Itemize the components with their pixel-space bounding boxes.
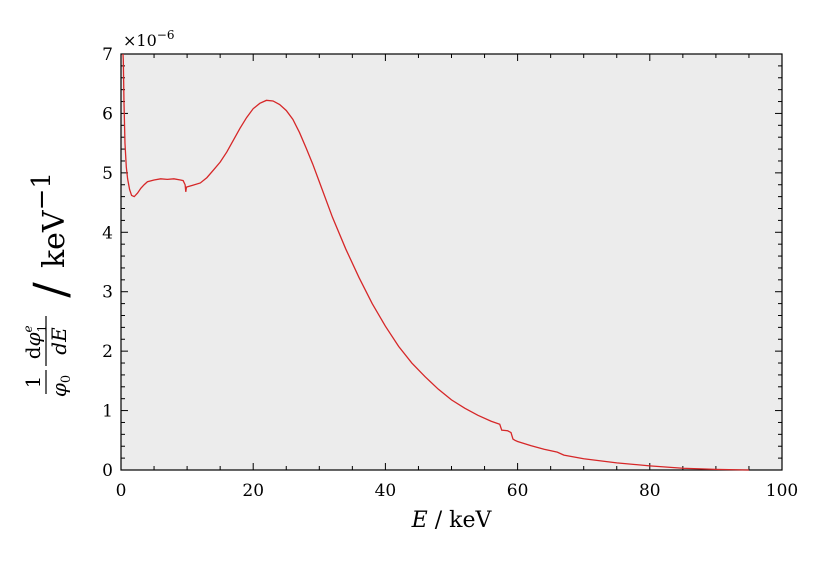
y-label-prefactor-den: φ0: [47, 375, 74, 397]
y-label-sep: /: [23, 282, 77, 298]
x-axis-sep: /: [428, 508, 449, 533]
y-label-coef: 1: [21, 376, 45, 389]
y-tick-label: 2: [102, 342, 113, 362]
x-tick-label: 40: [375, 481, 397, 501]
x-tick-label: 80: [639, 481, 661, 501]
x-axis-label: E / keV: [411, 508, 493, 533]
y-tick-label: 6: [102, 104, 113, 124]
y-tick-label: 0: [102, 461, 113, 481]
y-label-num-d: d: [21, 346, 45, 359]
tick-marks: [120, 53, 783, 471]
y-label-unit-sup: −1: [27, 172, 57, 210]
y-label-num-sup: e: [21, 325, 35, 332]
x-tick-label: 0: [116, 481, 127, 501]
y-multiplier: ×10−6: [123, 28, 174, 50]
y-axis-label: 1 φ0 dφe1 dE / keV−1: [21, 172, 77, 397]
y-label-num-sub: 1: [35, 325, 49, 333]
y-multiplier-exp: −6: [157, 28, 175, 42]
series-line: [122, 53, 749, 471]
y-label-phi0-sub: 0: [59, 375, 74, 383]
y-tick-label: 7: [102, 45, 113, 65]
y-multiplier-base: ×10: [123, 31, 157, 50]
y-tick-label: 4: [102, 223, 113, 243]
y-tick-label: 5: [102, 164, 113, 184]
y-label-num-var: φ: [21, 332, 45, 346]
x-tick-label: 100: [766, 481, 798, 501]
y-label-phi0: φ: [47, 383, 71, 397]
y-tick-label: 3: [102, 283, 113, 303]
x-tick-label: 20: [242, 481, 264, 501]
plot-area: [120, 53, 783, 471]
tick-labels: 0 20 40 60 80 100 0 1 2 3 4 5 6 7: [102, 45, 798, 501]
y-label-unit-base: keV: [37, 209, 72, 268]
x-axis-unit: keV: [449, 508, 492, 533]
y-label-numerator: dφe1: [21, 325, 49, 360]
y-tick-label: 1: [102, 402, 113, 422]
x-tick-label: 60: [507, 481, 529, 501]
y-label-denominator: dE: [47, 327, 71, 355]
y-label-unit: keV−1: [27, 172, 72, 268]
x-axis-var: E: [411, 508, 428, 533]
